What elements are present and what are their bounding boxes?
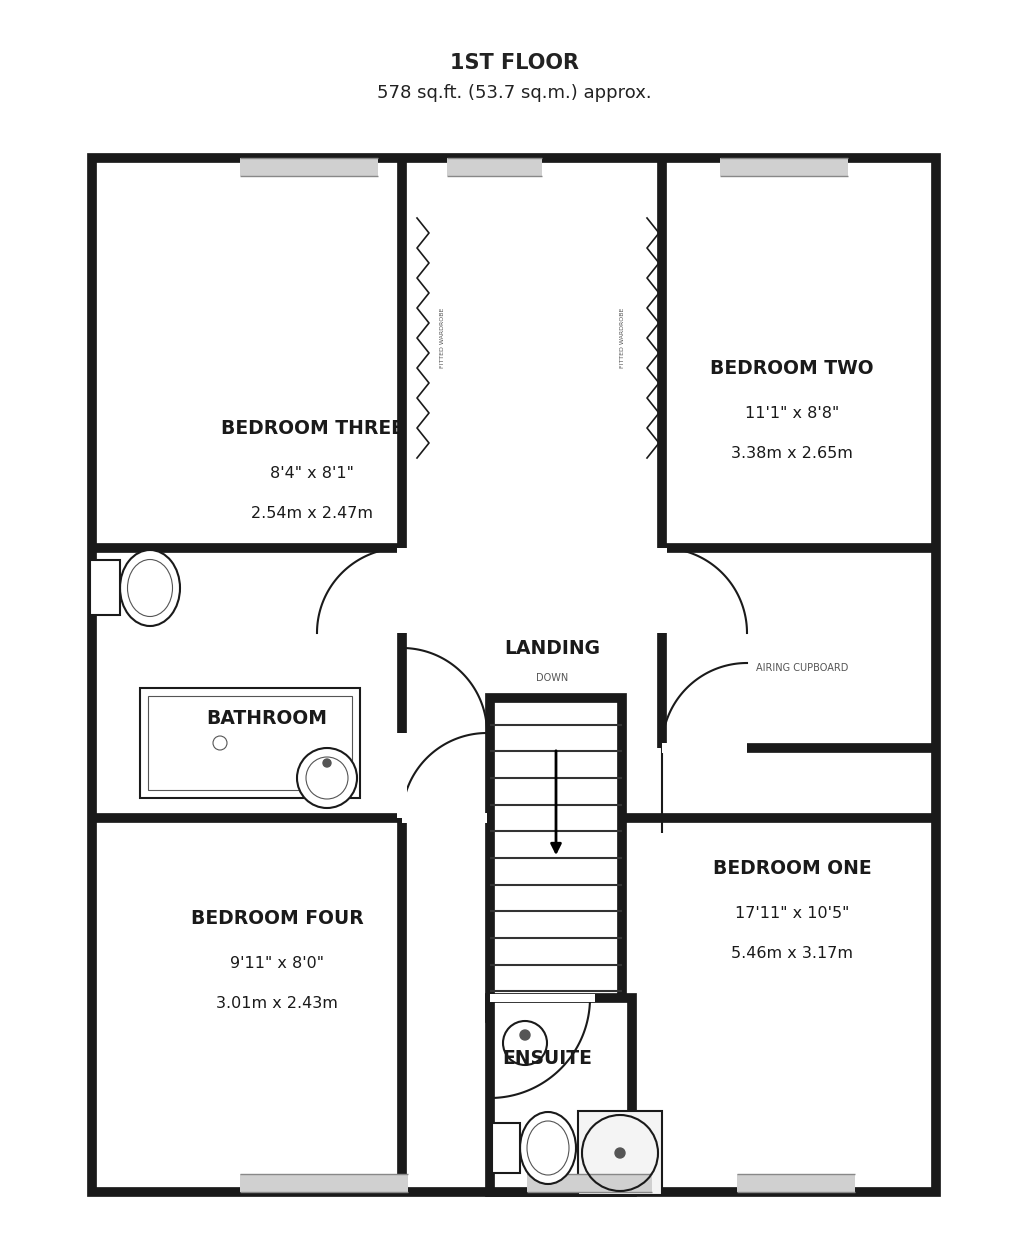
- Bar: [490, 698, 622, 1018]
- Bar: [92, 158, 936, 1191]
- Text: 3.38m x 2.65m: 3.38m x 2.65m: [731, 446, 853, 461]
- Text: BEDROOM THREE: BEDROOM THREE: [220, 418, 403, 437]
- Text: 11'1" x 8'8": 11'1" x 8'8": [744, 406, 839, 421]
- Ellipse shape: [297, 748, 357, 808]
- Bar: [490, 994, 595, 1002]
- Text: FITTED WARDROBE: FITTED WARDROBE: [620, 308, 625, 369]
- Bar: [527, 1174, 652, 1191]
- Bar: [148, 696, 352, 791]
- Ellipse shape: [306, 757, 348, 799]
- Bar: [140, 688, 360, 798]
- Text: FITTED WARDROBE: FITTED WARDROBE: [439, 308, 444, 369]
- Text: 5.46m x 3.17m: 5.46m x 3.17m: [731, 945, 853, 960]
- Bar: [720, 158, 848, 176]
- Bar: [397, 548, 407, 632]
- Text: 9'11" x 8'0": 9'11" x 8'0": [230, 955, 324, 971]
- Ellipse shape: [120, 550, 180, 626]
- Bar: [240, 1174, 408, 1191]
- Bar: [240, 158, 378, 176]
- Ellipse shape: [128, 559, 172, 616]
- Bar: [397, 733, 407, 818]
- Bar: [90, 560, 120, 615]
- Bar: [402, 813, 487, 823]
- Text: 8'4" x 8'1": 8'4" x 8'1": [270, 466, 354, 481]
- Bar: [737, 1174, 855, 1191]
- Bar: [657, 548, 667, 632]
- Text: BEDROOM FOUR: BEDROOM FOUR: [190, 909, 364, 928]
- Ellipse shape: [520, 1112, 575, 1184]
- Circle shape: [323, 759, 331, 767]
- Text: 1ST FLOOR: 1ST FLOOR: [450, 54, 579, 73]
- Text: AIRING CUPBOARD: AIRING CUPBOARD: [756, 664, 848, 674]
- Bar: [490, 998, 632, 1191]
- Text: LANDING: LANDING: [504, 639, 600, 657]
- Circle shape: [520, 1030, 530, 1040]
- Text: BATHROOM: BATHROOM: [207, 708, 328, 727]
- Text: BEDROOM TWO: BEDROOM TWO: [711, 359, 873, 377]
- Ellipse shape: [527, 1120, 569, 1175]
- Text: BEDROOM ONE: BEDROOM ONE: [713, 859, 871, 878]
- Text: DOWN: DOWN: [536, 674, 568, 684]
- Text: 2.54m x 2.47m: 2.54m x 2.47m: [251, 505, 373, 520]
- Text: 3.01m x 2.43m: 3.01m x 2.43m: [216, 996, 338, 1011]
- Bar: [578, 1111, 662, 1195]
- Text: 578 sq.ft. (53.7 sq.m.) approx.: 578 sq.ft. (53.7 sq.m.) approx.: [377, 83, 651, 102]
- Bar: [492, 1123, 520, 1173]
- Circle shape: [615, 1148, 625, 1158]
- Bar: [662, 743, 746, 753]
- Bar: [447, 158, 542, 176]
- Text: 17'11" x 10'5": 17'11" x 10'5": [735, 905, 849, 920]
- Text: ENSUITE: ENSUITE: [502, 1048, 592, 1067]
